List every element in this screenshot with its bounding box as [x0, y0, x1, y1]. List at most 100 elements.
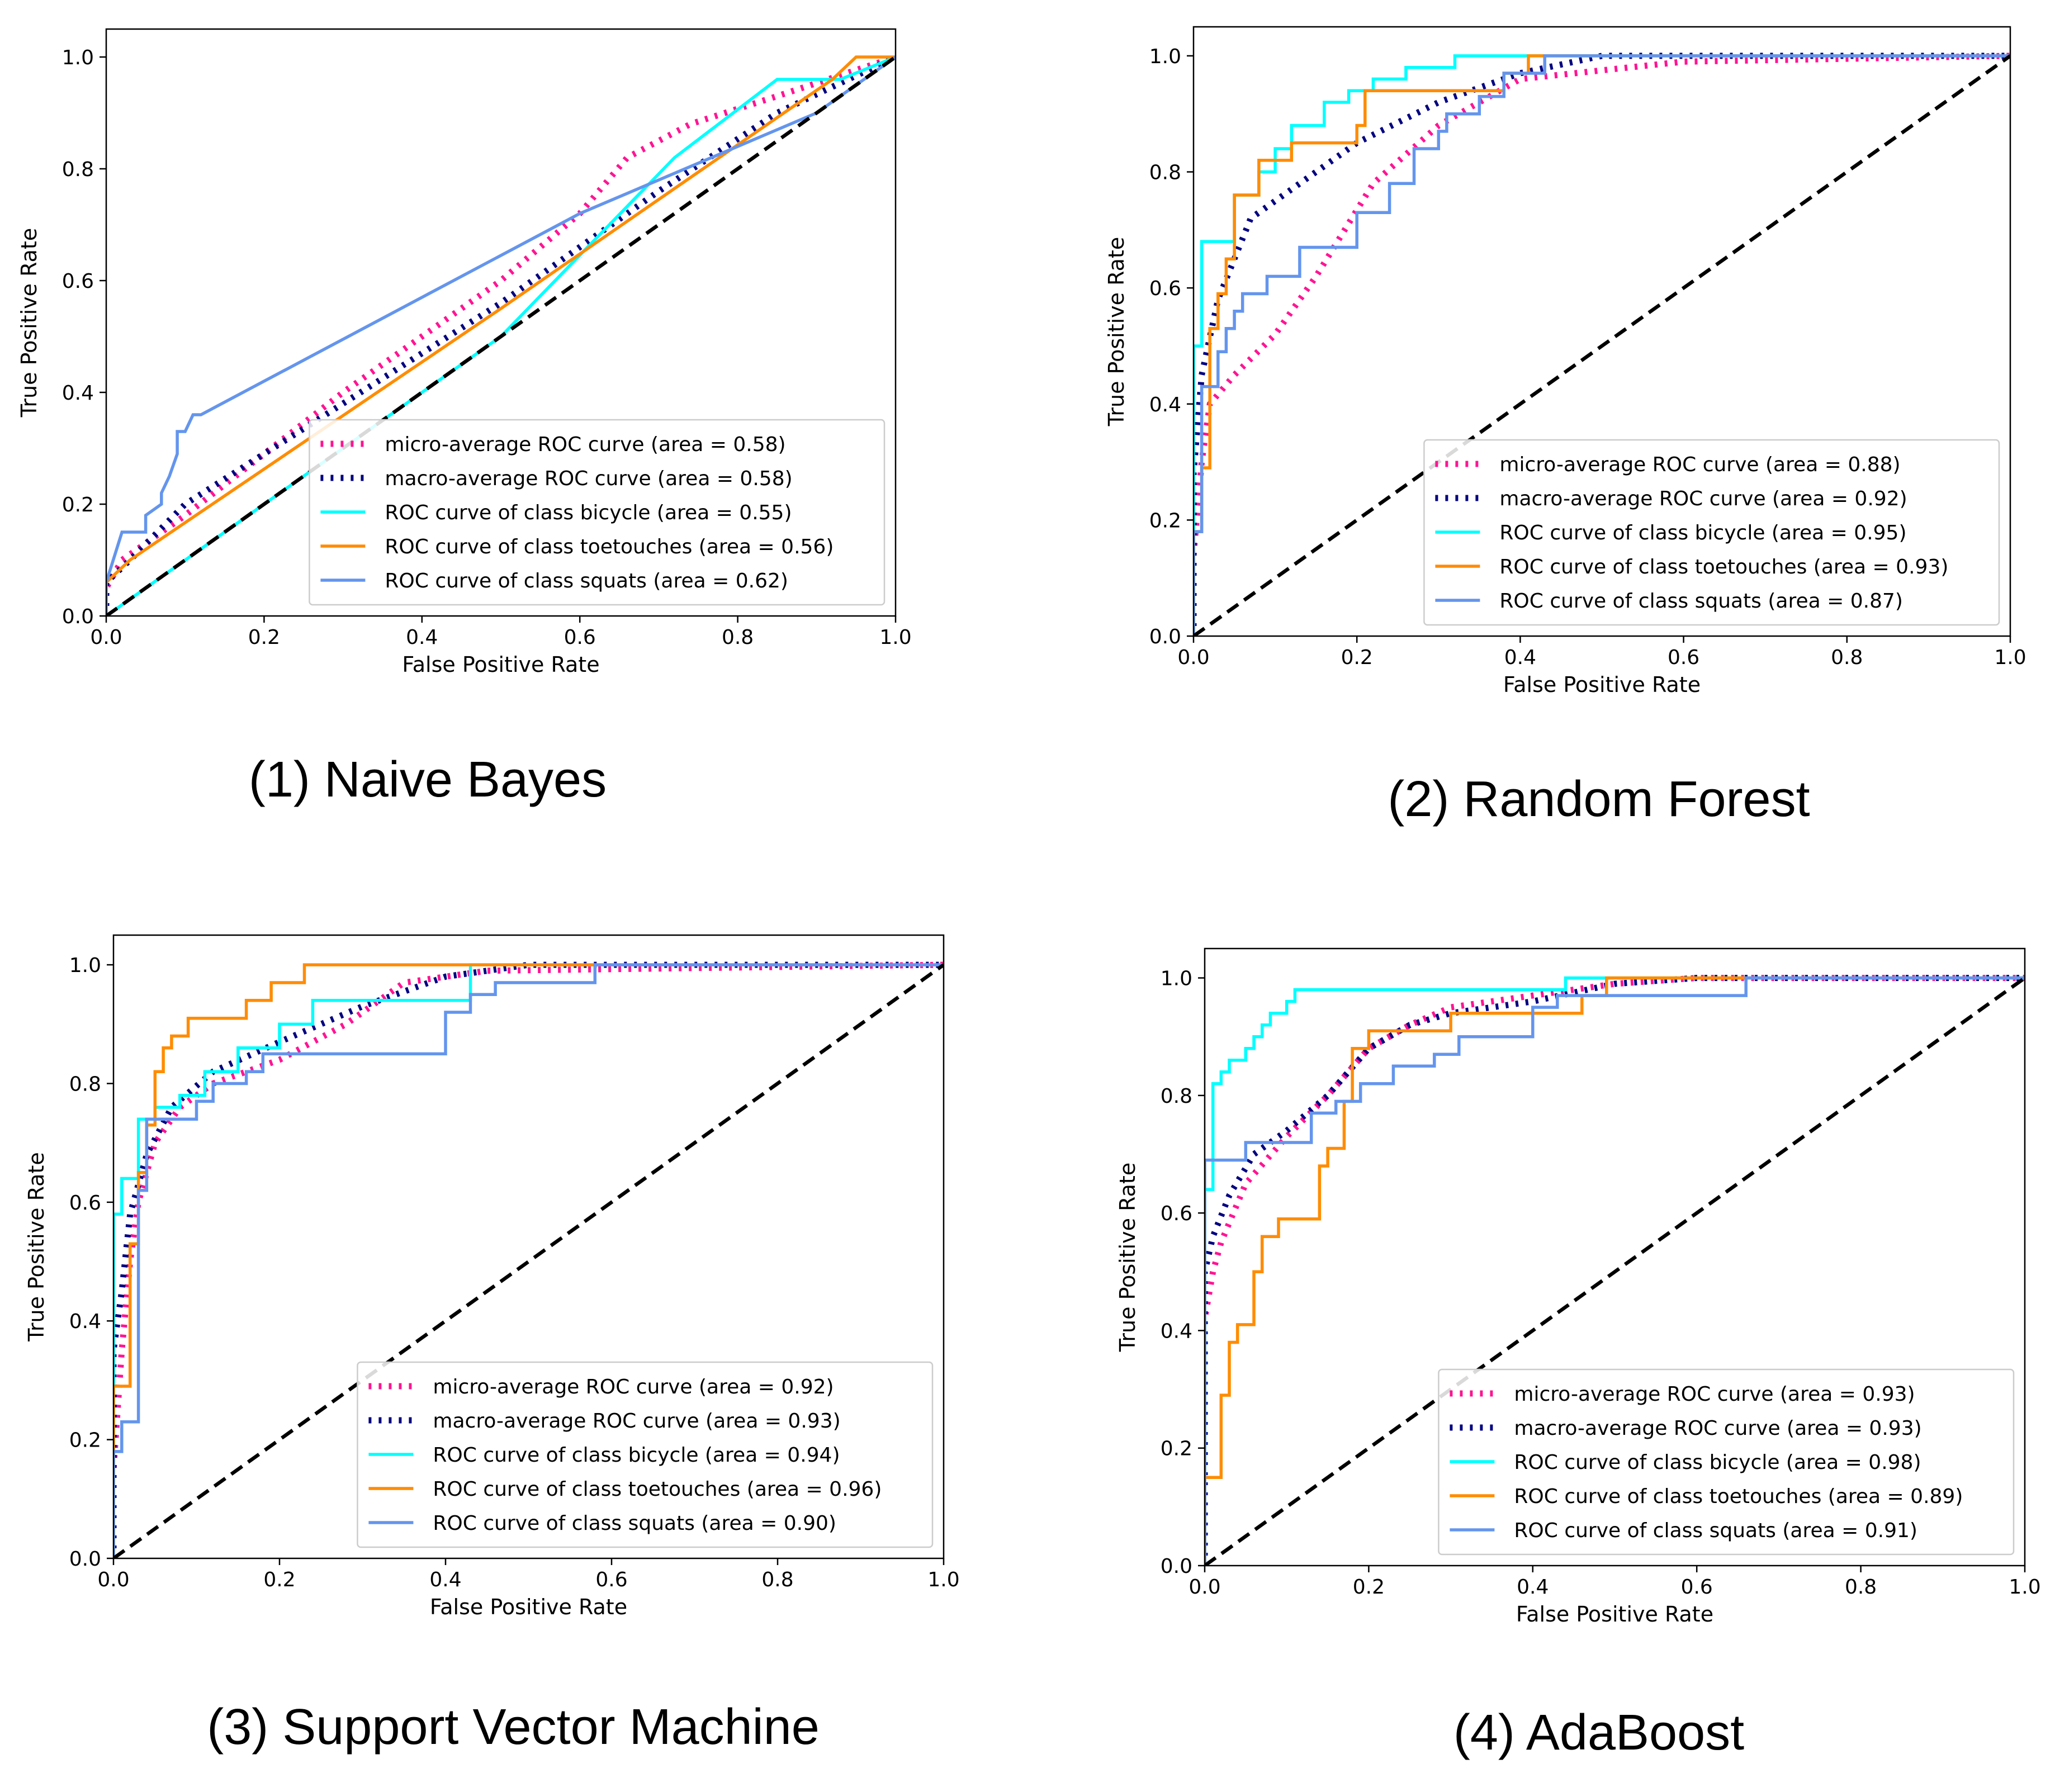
series-line-squats	[1194, 54, 2010, 636]
panel-caption: (4) AdaBoost	[1453, 1705, 1744, 1761]
x-tick-label: 0.8	[1831, 646, 1863, 669]
y-tick-label: 0.6	[1161, 1202, 1192, 1225]
series-line-micro	[1205, 975, 2025, 1566]
y-tick-label: 0.2	[1149, 509, 1181, 532]
legend-entry-bicycle: ROC curve of class bicycle (area = 0.95)	[1499, 522, 1906, 544]
series-line-toetouches	[106, 55, 896, 616]
legend: micro-average ROC curve (area = 0.58) mac…	[309, 419, 886, 606]
series-line-squats	[106, 55, 896, 616]
plot-lines	[113, 961, 944, 1558]
roc-panel-4: 0.0 0.2 0.4 0.6 0.8 1.0 0.0 0.2 0.4 0.6 0.8 1.0 Fals…	[1115, 947, 2041, 1761]
x-tick-label: 0.6	[1668, 646, 1699, 669]
plot-lines	[1205, 975, 2025, 1566]
x-tick-label: 0.6	[595, 1568, 627, 1591]
plot-frame	[105, 28, 897, 617]
y-tick-label: 0.0	[69, 1548, 101, 1571]
x-tick-label: 0.4	[406, 626, 438, 649]
legend-entry-squats: ROC curve of class squats (area = 0.87)	[1499, 590, 1903, 613]
x-tick-label: 0.4	[1504, 646, 1536, 669]
roc-panel-1: 0.0 0.2 0.4 0.6 0.8 1.0 0.0 0.2 0.4 0.6 0.8 1.0 Fals…	[17, 28, 912, 808]
legend-entry-bicycle: ROC curve of class bicycle (area = 0.94)	[433, 1444, 840, 1467]
legend-entry-micro: micro-average ROC curve (area = 0.88)	[1499, 453, 1900, 476]
x-tick-label: 0.2	[1353, 1576, 1385, 1599]
series-line-bicycle	[113, 963, 944, 1558]
y-axis-label: True Positive Rate	[24, 1152, 49, 1342]
series-line-toetouches	[1205, 976, 2025, 1566]
legend-entry-macro: macro-average ROC curve (area = 0.92)	[1499, 487, 1907, 510]
y-tick-label: 0.6	[1149, 277, 1181, 300]
legend: micro-average ROC curve (area = 0.88) mac…	[1423, 439, 2000, 626]
x-tick-label: 0.4	[429, 1568, 461, 1591]
legend-entry-toetouches: ROC curve of class toetouches (area = 0.…	[1499, 556, 1948, 579]
legend-entry-micro: micro-average ROC curve (area = 0.58)	[385, 433, 785, 456]
y-axis-label: True Positive Rate	[1115, 1163, 1140, 1353]
y-tick-label: 1.0	[62, 46, 94, 69]
y-axis-label: True Positive Rate	[17, 228, 41, 418]
legend-box	[309, 419, 886, 606]
y-tick-label: 0.2	[69, 1429, 101, 1452]
y-tick-label: 0.0	[1161, 1555, 1192, 1578]
y-tick-label: 0.4	[1161, 1320, 1192, 1343]
legend-entry-squats: ROC curve of class squats (area = 0.62)	[385, 570, 788, 592]
legend-box	[1423, 439, 2000, 626]
y-tick-label: 0.4	[69, 1310, 101, 1333]
legend-entry-toetouches: ROC curve of class toetouches (area = 0.…	[1514, 1485, 1963, 1508]
roc-panel-2: 0.0 0.2 0.4 0.6 0.8 1.0 0.0 0.2 0.4 0.6 0.8 1.0 Fals…	[1104, 26, 2026, 827]
legend-entry-squats: ROC curve of class squats (area = 0.90)	[433, 1512, 836, 1535]
y-tick-label: 0.4	[62, 382, 94, 405]
legend-entry-macro: macro-average ROC curve (area = 0.58)	[385, 467, 792, 490]
legend-entry-bicycle: ROC curve of class bicycle (area = 0.98)	[1514, 1451, 1921, 1474]
series-line-squats	[113, 963, 944, 1558]
x-axis-label: False Positive Rate	[402, 652, 599, 677]
legend: micro-average ROC curve (area = 0.92) mac…	[357, 1361, 934, 1548]
y-tick-label: 0.6	[62, 270, 94, 293]
series-line-chance	[113, 963, 944, 1558]
legend-entry-toetouches: ROC curve of class toetouches (area = 0.…	[385, 535, 834, 558]
x-tick-label: 1.0	[1994, 646, 2026, 669]
series-line-chance	[1205, 976, 2025, 1566]
x-axis-label: False Positive Rate	[430, 1595, 627, 1619]
legend: micro-average ROC curve (area = 0.93) mac…	[1438, 1368, 2015, 1556]
x-tick-label: 0.8	[761, 1568, 793, 1591]
y-tick-label: 1.0	[1149, 45, 1181, 68]
series-line-macro	[106, 54, 896, 616]
legend-entry-toetouches: ROC curve of class toetouches (area = 0.…	[433, 1478, 882, 1501]
series-line-toetouches	[113, 963, 944, 1558]
x-tick-label: 0.6	[1681, 1576, 1713, 1599]
legend-entry-macro: macro-average ROC curve (area = 0.93)	[1514, 1417, 1921, 1440]
x-tick-label: 1.0	[2009, 1576, 2040, 1599]
y-tick-label: 0.2	[62, 494, 94, 516]
x-tick-label: 0.0	[1189, 1576, 1220, 1599]
series-line-bicycle	[1205, 976, 2025, 1566]
panel-caption: (2) Random Forest	[1388, 771, 1810, 827]
y-tick-label: 0.8	[1161, 1085, 1192, 1108]
x-tick-label: 0.0	[97, 1568, 129, 1591]
plot-lines	[1194, 53, 2010, 636]
legend-box	[1438, 1368, 2015, 1556]
x-axis-label: False Positive Rate	[1516, 1602, 1713, 1627]
x-tick-label: 0.4	[1517, 1576, 1549, 1599]
series-line-bicycle	[1194, 54, 2010, 636]
y-tick-label: 0.0	[1149, 625, 1181, 648]
legend-entry-squats: ROC curve of class squats (area = 0.91)	[1514, 1519, 1917, 1542]
panel-caption: (1) Naive Bayes	[249, 752, 607, 808]
y-tick-label: 0.0	[62, 605, 94, 628]
y-tick-label: 1.0	[69, 954, 101, 977]
panel-caption: (3) Support Vector Machine	[207, 1699, 820, 1755]
x-tick-label: 1.0	[879, 626, 911, 649]
y-tick-label: 1.0	[1161, 968, 1192, 990]
series-line-chance	[106, 55, 896, 616]
plot-frame	[112, 934, 945, 1559]
x-tick-label: 0.2	[263, 1568, 295, 1591]
x-tick-label: 0.8	[722, 626, 754, 649]
y-tick-label: 0.8	[1149, 162, 1181, 184]
legend-entry-bicycle: ROC curve of class bicycle (area = 0.55)	[385, 501, 792, 524]
roc-panel-3: 0.0 0.2 0.4 0.6 0.8 1.0 0.0 0.2 0.4 0.6 0.8 1.0 Fals…	[24, 934, 960, 1755]
legend-box	[357, 1361, 934, 1548]
series-line-chance	[1194, 54, 2010, 636]
plot-lines	[106, 54, 896, 616]
x-tick-label: 1.0	[927, 1568, 959, 1591]
x-tick-label: 0.0	[90, 626, 122, 649]
x-tick-label: 0.8	[1845, 1576, 1877, 1599]
